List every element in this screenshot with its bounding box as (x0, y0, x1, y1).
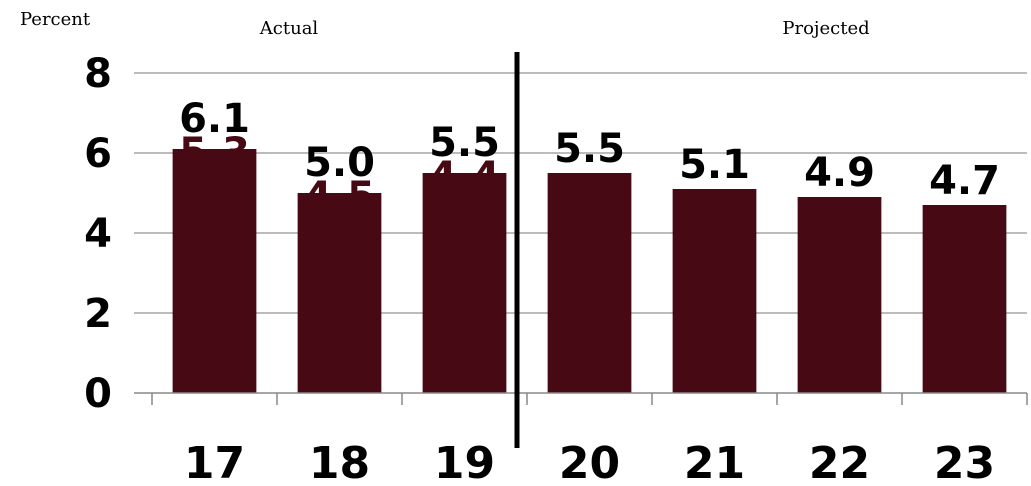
bar-21 (672, 189, 757, 393)
projected-annotation: Projected (782, 18, 869, 39)
x-axis (134, 392, 1028, 405)
data-labels: 6.1 5.0 5.5 5.5 5.1 4.9 4.7 (179, 96, 1000, 204)
x-tick-label: 22 (809, 438, 870, 486)
data-label: 5.5 (554, 126, 625, 172)
x-axis-ticks: 17 18 19 20 21 22 23 (184, 438, 995, 486)
y-tick-label: 2 (84, 291, 112, 337)
actual-annotation: Actual (259, 18, 319, 39)
y-tick-label: 6 (84, 131, 112, 177)
y-tick-label: 4 (84, 211, 112, 257)
bar-23 (922, 205, 1007, 393)
bars (172, 149, 1007, 393)
x-tick-label: 18 (309, 438, 370, 486)
bar-20 (547, 173, 632, 393)
data-label: 5.0 (304, 140, 375, 186)
data-label: 5.1 (679, 142, 750, 188)
bar-18 (297, 193, 382, 393)
secondary-data-labels: 5.3 4.5 4.4 (179, 130, 500, 220)
y-axis-ticks: 0 2 4 6 8 (84, 51, 112, 417)
y-axis-label: Percent (20, 9, 91, 30)
bar-17 (172, 149, 257, 393)
x-tick-label: 20 (559, 438, 620, 486)
data-label: 6.1 (179, 96, 250, 142)
data-label: 4.9 (804, 150, 875, 196)
data-label: 4.7 (929, 158, 1000, 204)
secondary-data-label: 4.5 (304, 174, 375, 220)
y-tick-label: 0 (84, 371, 112, 417)
secondary-data-label: 4.4 (429, 154, 500, 200)
x-tick-label: 19 (434, 438, 495, 486)
secondary-data-label: 5.3 (179, 130, 250, 176)
data-label: 5.5 (429, 120, 500, 166)
bar-22 (797, 197, 882, 393)
x-tick-label: 17 (184, 438, 245, 486)
x-tick-label: 23 (934, 438, 995, 486)
x-tick-label: 21 (684, 438, 745, 486)
bar-19 (422, 173, 507, 393)
y-tick-label: 8 (84, 51, 112, 97)
